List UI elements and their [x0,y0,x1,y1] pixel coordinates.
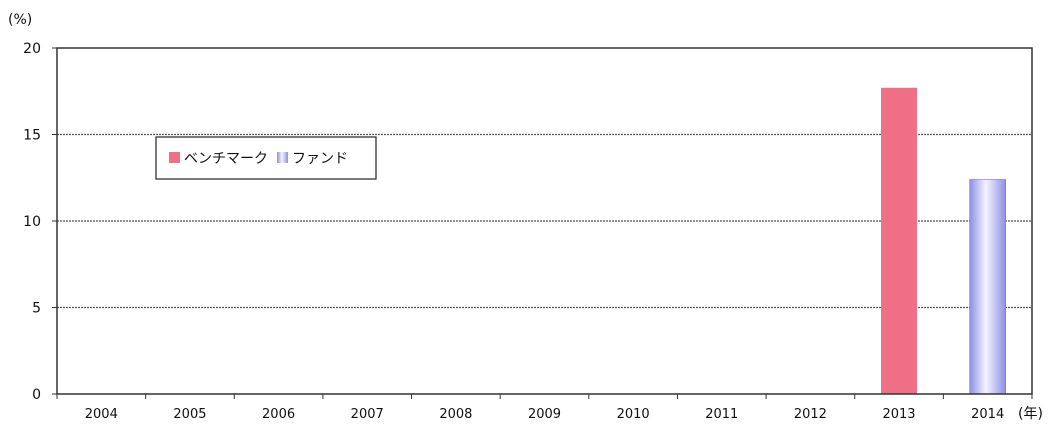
y-axis-label: (%) [8,12,32,28]
x-tick-label-2011: 2011 [705,407,738,422]
y-tick-label-15: 15 [23,128,41,144]
y-tick-label-5: 5 [32,301,41,317]
x-tick-label-2013: 2013 [882,407,915,422]
bar-fund-2014 [969,179,1006,395]
y-tick-label-10: 10 [23,214,41,230]
x-tick-label-2005: 2005 [173,407,206,422]
legend: ベンチマーク ファンド [155,136,377,180]
bars [881,87,1006,395]
x-tick-label-2012: 2012 [794,407,827,422]
legend-label-benchmark: ベンチマーク [184,151,268,167]
x-tick-label-2007: 2007 [351,407,384,422]
y-tick-label-0: 0 [32,387,41,403]
gridlines [57,133,1032,309]
x-tick-label-2004: 2004 [85,407,118,422]
y-tick-label-20: 20 [23,41,41,57]
y-axis-ticks: 0 5 10 15 20 [23,41,57,403]
x-tick-label-2014: 2014 [971,407,1004,422]
legend-swatch-benchmark [169,152,180,163]
bar-benchmark-2013 [881,87,918,394]
x-axis-unit-label: (年) [1018,406,1043,422]
x-tick-label-2009: 2009 [528,407,561,422]
legend-box [155,136,377,180]
legend-swatch-fund [277,152,288,163]
x-tick-label-2008: 2008 [439,407,472,422]
x-axis-ticks: 2004 2005 2006 2007 2008 2009 2010 2011 2012 2013… [56,394,1033,422]
x-tick-label-2010: 2010 [617,407,650,422]
x-tick-label-2006: 2006 [262,407,295,422]
plot-area-frame [56,47,1033,395]
legend-label-fund: ファンド [292,151,348,167]
